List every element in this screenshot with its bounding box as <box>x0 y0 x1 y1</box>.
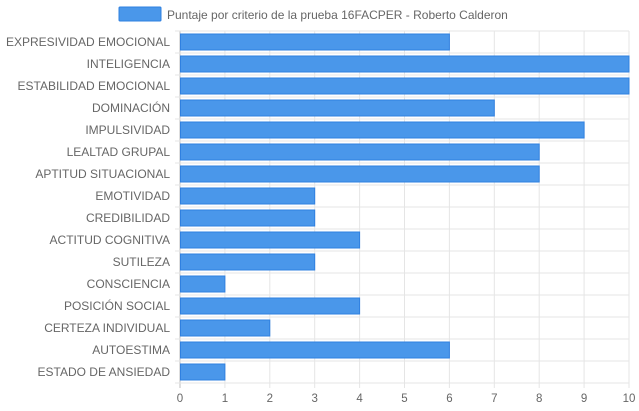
category-label: LEALTAD GRUPAL <box>67 145 171 159</box>
category-label: DOMINACIÓN <box>92 100 170 115</box>
category-label: IMPULSIVIDAD <box>85 123 170 137</box>
x-tick-label: 4 <box>356 393 363 405</box>
bar[interactable] <box>180 231 361 249</box>
x-tick-label: 8 <box>536 393 542 405</box>
bar[interactable] <box>180 33 450 51</box>
category-label: ESTABILIDAD EMOCIONAL <box>18 79 171 93</box>
category-label: CREDIBILIDAD <box>86 211 170 225</box>
bar[interactable] <box>180 297 361 315</box>
bar[interactable] <box>180 319 271 337</box>
category-label: EXPRESIVIDAD EMOCIONAL <box>6 35 170 49</box>
bar[interactable] <box>180 121 585 139</box>
bar[interactable] <box>180 99 495 117</box>
x-axis-tick-labels: 0 1 2 3 4 5 6 7 8 9 10 <box>177 393 636 405</box>
bars <box>180 33 630 381</box>
legend-label: Puntaje por criterio de la prueba 16FACP… <box>167 8 508 22</box>
bar[interactable] <box>180 143 540 161</box>
x-tick-label: 3 <box>311 393 317 405</box>
x-tick-label: 0 <box>177 393 183 405</box>
category-label: EMOTIVIDAD <box>95 189 170 203</box>
bar[interactable] <box>180 209 316 227</box>
category-label: AUTOESTIMA <box>92 343 170 357</box>
bar[interactable] <box>180 275 226 293</box>
bar[interactable] <box>180 253 316 271</box>
category-label: ESTADO DE ANSIEDAD <box>38 365 171 379</box>
x-tick-label: 6 <box>446 393 452 405</box>
bar[interactable] <box>180 187 316 205</box>
category-labels: EXPRESIVIDAD EMOCIONAL INTELIGENCIA ESTABI… <box>6 35 170 379</box>
x-tick-label: 2 <box>267 393 273 405</box>
category-label: APTITUD SITUACIONAL <box>35 167 170 181</box>
x-tick-label: 9 <box>581 393 587 405</box>
category-label: POSICIÓN SOCIAL <box>64 298 170 313</box>
bar[interactable] <box>180 363 226 381</box>
bar[interactable] <box>180 77 630 95</box>
x-tick-label: 7 <box>491 393 497 405</box>
category-label: SUTILEZA <box>113 255 170 269</box>
x-tick-label: 1 <box>222 393 228 405</box>
bar[interactable] <box>180 341 450 359</box>
x-tick-label: 5 <box>401 393 407 405</box>
x-tick-label: 10 <box>623 393 636 405</box>
bar[interactable] <box>180 165 540 183</box>
legend[interactable]: Puntaje por criterio de la prueba 16FACP… <box>118 6 508 22</box>
category-label: CERTEZA INDIVIDUAL <box>44 321 170 335</box>
legend-swatch <box>118 6 162 22</box>
category-label: ACTITUD COGNITIVA <box>50 233 170 247</box>
category-label: INTELIGENCIA <box>87 57 170 71</box>
bar[interactable] <box>180 55 630 73</box>
category-label: CONSCIENCIA <box>87 277 170 291</box>
